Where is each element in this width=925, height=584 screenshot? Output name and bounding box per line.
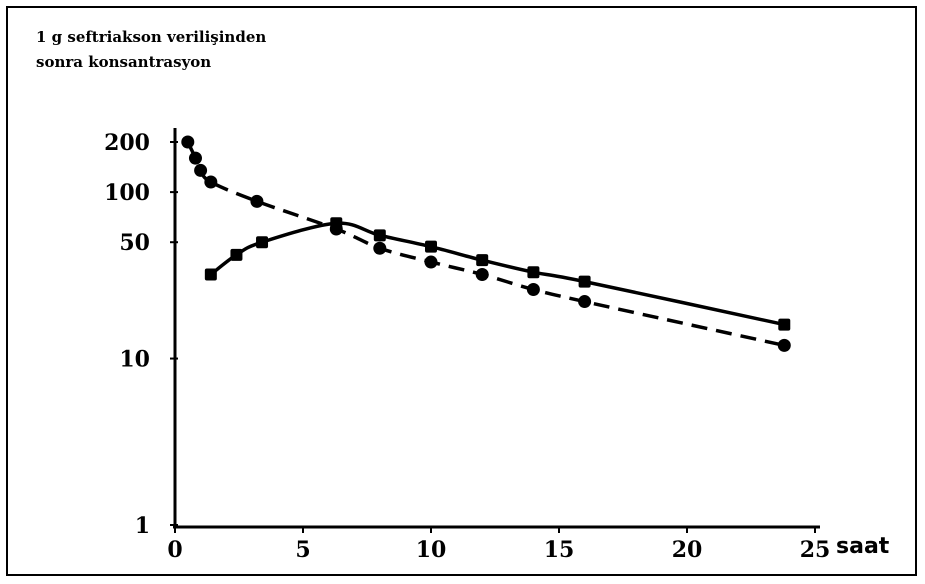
series-1-point-9	[778, 318, 791, 331]
series-1-point-2	[256, 236, 269, 249]
series-1-point-4	[373, 229, 386, 242]
y-tick-label-4: 1	[135, 513, 150, 539]
series-0-point-8	[475, 267, 489, 281]
chart-frame	[6, 6, 917, 576]
x-axis-label: saat	[836, 534, 890, 559]
series-0-point-1	[188, 151, 202, 165]
series-0-point-0	[181, 135, 195, 149]
x-tick-label-4: 20	[672, 537, 703, 563]
series-0-point-11	[777, 338, 791, 352]
chart-title-line-2: sonra konsantrasyon	[36, 53, 212, 71]
series-1-point-5	[425, 240, 437, 253]
data-markers	[181, 135, 791, 352]
series-0-point-9	[526, 282, 540, 296]
axes	[170, 128, 820, 533]
tick-labels: 200 100 50 10 10 5 10 15 20 25 saat	[104, 130, 890, 563]
series-0-point-4	[250, 194, 264, 208]
series-1-point-0	[204, 268, 217, 281]
series-0-point-7	[424, 255, 438, 269]
y-tick-label-1: 100	[104, 180, 150, 206]
x-tick-label-1: 5	[295, 537, 310, 563]
series-1-point-6	[476, 254, 489, 267]
series-1-point-7	[527, 266, 540, 279]
y-tick-label-0: 200	[104, 130, 150, 156]
x-tick-label-3: 15	[544, 537, 575, 563]
series-1-point-8	[578, 275, 591, 288]
y-tick-label-3: 10	[119, 347, 150, 373]
series-0-line	[186, 141, 785, 348]
series-1-point-3	[330, 217, 343, 230]
y-tick-label-2: 50	[119, 230, 150, 256]
x-tick-label-5: 25	[800, 537, 831, 563]
series-0-point-6	[373, 241, 387, 255]
series-0-point-2	[194, 163, 208, 177]
series-curves	[186, 141, 785, 348]
series-0-point-3	[204, 175, 218, 189]
x-tick-label-2: 10	[416, 537, 447, 563]
series-1-line	[209, 221, 785, 327]
series-1-point-1	[230, 248, 243, 261]
x-tick-label-0: 0	[167, 537, 182, 563]
series-0-point-10	[578, 295, 592, 309]
chart-title-line-1: 1 g seftriakson verilişinden	[36, 28, 267, 46]
